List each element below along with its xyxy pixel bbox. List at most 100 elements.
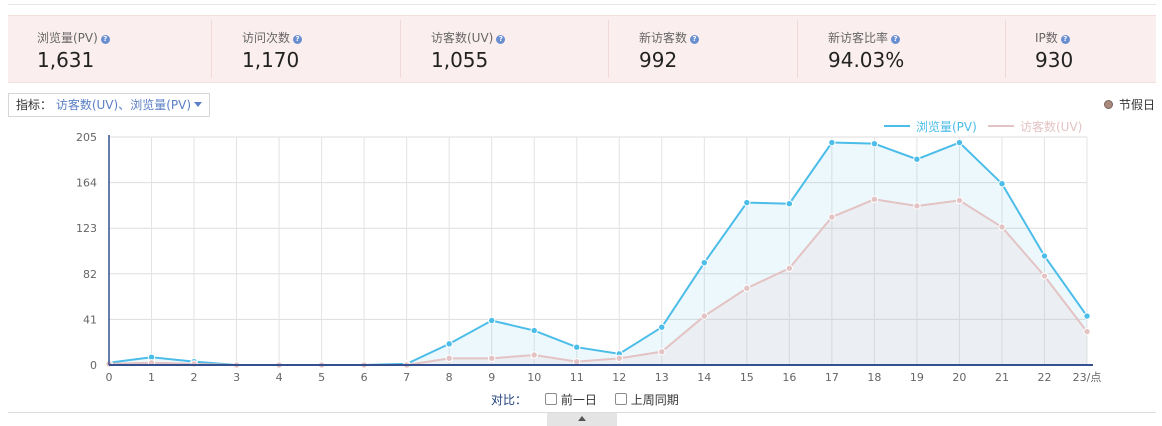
question-circle-icon[interactable]: ? (891, 35, 901, 44)
x-tick-label: 13 (655, 371, 669, 384)
data-point (658, 323, 666, 331)
x-tick-label: 12 (612, 371, 626, 384)
metric-label: 新访客比率 (828, 31, 889, 45)
series-area (109, 199, 1087, 365)
data-point (445, 354, 453, 363)
bottom-divider (8, 412, 1156, 413)
metric-value: 992 (639, 48, 678, 72)
x-tick-label: 22 (1037, 371, 1051, 384)
data-point (955, 138, 964, 147)
x-tick-label: 14 (697, 371, 711, 384)
metric-uv: 访客数(UV)? 1,055 (431, 16, 601, 82)
x-tick-label: 8 (446, 371, 453, 384)
question-circle-icon[interactable]: ? (690, 35, 700, 44)
x-tick-label: 6 (361, 371, 368, 384)
y-tick-label: 0 (90, 359, 97, 372)
metric-value: 1,170 (242, 48, 300, 72)
data-point (530, 326, 538, 335)
x-tick-label: 23/点 (1073, 371, 1102, 384)
data-point (998, 180, 1006, 188)
checkbox[interactable] (614, 393, 627, 405)
legend-item-pv[interactable]: 浏览量(PV) (884, 118, 977, 135)
x-tick-label: 4 (276, 371, 283, 384)
metric-divider (797, 20, 798, 78)
data-point (913, 155, 921, 163)
data-point (1040, 272, 1049, 280)
data-point (190, 360, 198, 368)
compare-prev-day[interactable]: 前一日 (544, 393, 597, 407)
metric-label: 新访客数 (639, 31, 688, 45)
x-tick-label: 11 (570, 371, 584, 384)
question-circle-icon[interactable]: ? (496, 35, 506, 44)
indicator-select[interactable]: 指标： 访客数(UV)、浏览量(PV) (8, 93, 211, 117)
indicator-key: 指标： (16, 98, 53, 112)
data-point (828, 138, 836, 147)
x-tick-label: 20 (952, 371, 966, 384)
question-circle-icon[interactable]: ? (100, 35, 110, 44)
x-tick-label: 19 (910, 371, 924, 384)
data-point (828, 213, 836, 221)
y-tick-label: 205 (76, 131, 97, 144)
metric-label: 浏览量(PV) (37, 31, 98, 45)
data-point (445, 340, 453, 348)
x-tick-label: 15 (740, 371, 754, 384)
data-point (1083, 312, 1091, 320)
metric-new-visitor-ratio: 新访客比率? 94.03% (828, 16, 998, 82)
x-tick-label: 16 (782, 371, 796, 384)
compare-bar: 对比： 前一日 上周同期 (491, 391, 679, 408)
dot-icon (1104, 100, 1113, 109)
legend-label: 浏览量(PV) (916, 120, 977, 134)
x-tick-label: 0 (106, 371, 113, 384)
caret-up-icon (578, 416, 586, 421)
holiday-legend[interactable]: 节假日 (1104, 96, 1155, 113)
data-point (658, 347, 666, 356)
metric-value: 1,631 (37, 48, 95, 72)
compare-last-week[interactable]: 上周同期 (614, 393, 679, 407)
data-point (998, 223, 1006, 231)
checkbox[interactable] (544, 393, 557, 405)
x-tick-label: 1 (148, 371, 155, 384)
metric-value: 1,055 (431, 48, 489, 72)
data-point (913, 202, 921, 210)
collapse-button[interactable] (547, 413, 617, 426)
metric-divider (608, 20, 609, 78)
data-point (700, 312, 709, 320)
y-tick-label: 41 (83, 313, 97, 326)
x-tick-label: 10 (527, 371, 541, 384)
legend-swatch (884, 125, 910, 127)
metric-visits: 访问次数? 1,170 (242, 16, 392, 82)
data-point (573, 343, 581, 351)
legend-item-uv[interactable]: 访客数(UV) (988, 118, 1082, 135)
data-point (785, 200, 794, 208)
data-point (1040, 252, 1049, 260)
x-tick-label: 3 (233, 371, 240, 384)
x-tick-label: 18 (867, 371, 881, 384)
data-point (573, 357, 581, 366)
y-tick-label: 164 (76, 177, 97, 190)
data-point (1083, 327, 1091, 336)
data-point (870, 195, 879, 203)
data-point (743, 284, 751, 292)
metric-divider (211, 20, 212, 78)
data-point (615, 354, 623, 363)
caret-down-icon (194, 102, 203, 107)
x-tick-label: 2 (191, 371, 198, 384)
metric-new-visitors: 新访客数? 992 (639, 16, 789, 82)
compare-label: 对比： (491, 393, 528, 407)
metric-label: IP数 (1035, 31, 1058, 45)
question-circle-icon[interactable]: ? (293, 35, 303, 44)
data-point (785, 264, 794, 272)
y-tick-label: 82 (83, 268, 97, 281)
data-point (530, 351, 538, 359)
metric-ip: IP数? 930 (1035, 16, 1145, 82)
x-tick-label: 5 (318, 371, 325, 384)
metric-divider (400, 20, 401, 78)
data-point (743, 198, 751, 207)
x-tick-label: 9 (488, 371, 495, 384)
data-point (487, 354, 496, 363)
data-point (700, 258, 709, 267)
compare-option-label: 上周同期 (630, 393, 679, 407)
indicator-value: 访客数(UV)、浏览量(PV) (55, 98, 192, 112)
question-circle-icon[interactable]: ? (1060, 35, 1070, 44)
